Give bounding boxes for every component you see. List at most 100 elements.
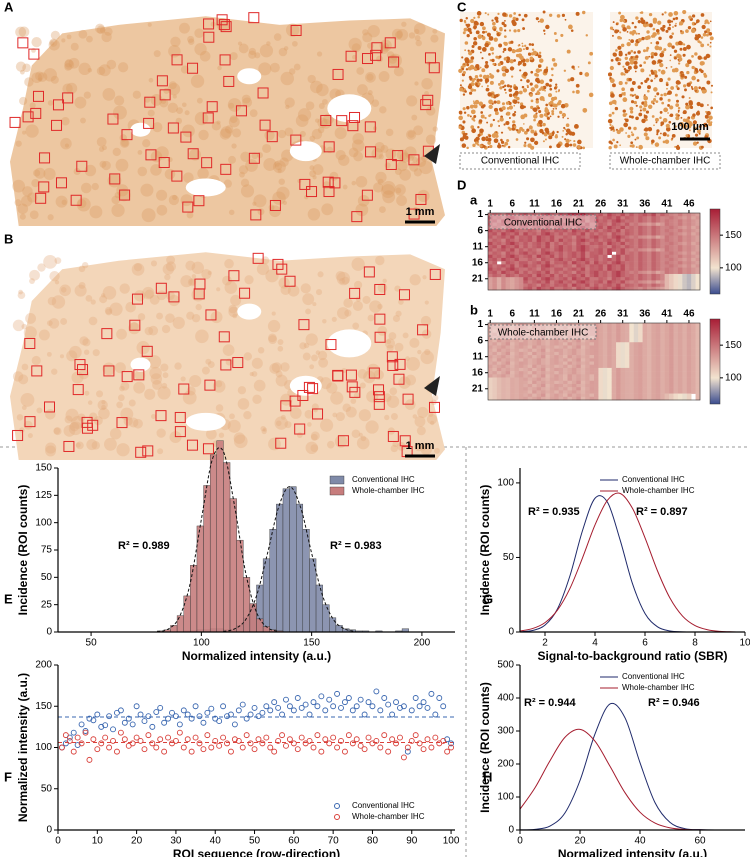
heat-cell xyxy=(598,326,604,330)
stain-dot xyxy=(475,136,480,141)
heat-cell xyxy=(594,335,599,340)
y-tick-label: 125 xyxy=(35,490,52,501)
panel-label: B xyxy=(4,231,13,246)
heat-cell xyxy=(602,358,608,362)
heat-cell xyxy=(523,323,529,327)
heat-cell xyxy=(576,248,582,252)
tissue-texture xyxy=(252,201,257,206)
heat-cell xyxy=(624,371,630,375)
stain-dot xyxy=(634,42,639,47)
heat-cell xyxy=(580,254,586,259)
stain-dot xyxy=(479,66,482,69)
tissue-texture xyxy=(201,269,212,280)
tissue-texture xyxy=(60,318,68,325)
heat-cell xyxy=(669,216,674,220)
heat-cell xyxy=(682,361,688,366)
tissue-texture xyxy=(150,373,163,385)
heat-cell xyxy=(501,277,506,281)
heat-cell xyxy=(677,232,683,236)
heat-cell xyxy=(585,387,590,391)
scatter-point xyxy=(129,740,136,747)
stain-dot xyxy=(646,89,650,93)
stain-dot xyxy=(569,139,572,142)
heat-cell xyxy=(527,374,533,378)
heat-cell xyxy=(558,261,564,265)
heat-cell xyxy=(510,377,515,382)
heat-cell xyxy=(536,261,542,265)
tissue-texture xyxy=(172,94,177,99)
heat-cell xyxy=(607,216,612,220)
stain-dot xyxy=(635,146,638,149)
heat-cell xyxy=(633,229,639,233)
heat-cell xyxy=(492,229,498,233)
tissue-texture xyxy=(379,106,387,114)
x-tick-label: 20 xyxy=(574,836,586,847)
heat-cell xyxy=(647,213,652,217)
heat-cell xyxy=(611,377,617,382)
stain-dot xyxy=(671,32,675,35)
stain-dot xyxy=(667,19,672,24)
stain-dot xyxy=(537,54,542,59)
heat-cell xyxy=(677,396,683,401)
heat-cell xyxy=(629,383,635,388)
stain-dot xyxy=(674,56,677,60)
stain-dot xyxy=(571,65,575,69)
stain-dot xyxy=(620,43,625,48)
heat-cell xyxy=(620,286,626,291)
stain-dot xyxy=(462,132,467,137)
heat-cell xyxy=(611,335,617,340)
heat-cell xyxy=(496,326,502,330)
heat-cell xyxy=(527,380,533,385)
heat-cell xyxy=(624,358,630,362)
heat-cell xyxy=(594,264,599,268)
heat-cell xyxy=(585,367,590,372)
heat-cell xyxy=(571,235,577,239)
stain-dot xyxy=(622,113,627,118)
heat-cell xyxy=(536,355,542,359)
heat-cell xyxy=(633,241,639,246)
heat-cell xyxy=(514,326,520,330)
heat-cell xyxy=(505,371,511,375)
stain-dot xyxy=(686,82,691,87)
stain-dot xyxy=(505,101,510,105)
heat-cell xyxy=(585,380,590,385)
stain-dot xyxy=(467,27,472,33)
heat-cell xyxy=(518,280,524,284)
heat-cell xyxy=(611,222,617,227)
heat-cell xyxy=(616,364,621,369)
heat-cell xyxy=(633,326,639,330)
heat-cell xyxy=(669,367,674,372)
tissue-texture xyxy=(414,28,420,35)
heat-cell xyxy=(611,390,617,394)
heat-cell xyxy=(655,396,661,401)
heat-cell xyxy=(655,348,661,353)
stain-dot xyxy=(522,27,526,30)
scatter-point xyxy=(440,737,447,744)
heat-cell xyxy=(589,267,595,272)
tissue-texture xyxy=(274,162,283,171)
heat-cell xyxy=(664,339,670,343)
stain-dot xyxy=(502,66,507,70)
tissue-texture xyxy=(111,195,121,205)
heat-cell xyxy=(541,264,546,268)
stain-dot xyxy=(704,19,709,24)
roi-box xyxy=(168,291,180,303)
roi-box xyxy=(386,351,398,363)
tissue-texture xyxy=(351,180,357,186)
heat-cell xyxy=(642,264,648,268)
heat-cell xyxy=(580,229,586,233)
y-tick-label: 150 xyxy=(35,701,52,712)
heat-cell xyxy=(510,390,515,394)
heat-cell xyxy=(523,222,529,227)
stain-dot xyxy=(511,19,516,24)
heat-cell xyxy=(563,355,568,359)
tissue-texture xyxy=(310,431,320,441)
stain-dot xyxy=(514,111,517,114)
heat-cell xyxy=(647,277,652,281)
heat-cell xyxy=(518,387,524,391)
tissue-texture xyxy=(345,406,357,418)
stain-dot xyxy=(523,13,528,18)
stain-dot xyxy=(549,132,553,136)
heat-cell xyxy=(655,355,661,359)
heat-cell xyxy=(505,364,511,369)
